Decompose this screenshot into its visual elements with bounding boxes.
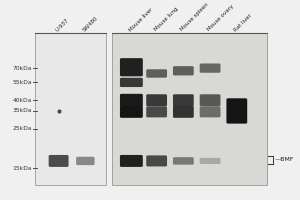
FancyBboxPatch shape (200, 106, 220, 117)
Text: Rat liver: Rat liver (233, 13, 253, 32)
FancyBboxPatch shape (120, 78, 143, 87)
FancyBboxPatch shape (200, 63, 220, 73)
FancyBboxPatch shape (146, 94, 167, 106)
FancyBboxPatch shape (146, 155, 167, 166)
FancyBboxPatch shape (173, 94, 194, 106)
FancyBboxPatch shape (76, 157, 94, 165)
Text: 15kDa: 15kDa (12, 166, 32, 171)
Text: Mouse ovary: Mouse ovary (207, 4, 235, 32)
Text: SW480: SW480 (82, 15, 99, 32)
FancyBboxPatch shape (226, 98, 247, 124)
Text: Mouse liver: Mouse liver (128, 7, 154, 32)
Text: 25kDa: 25kDa (12, 126, 32, 131)
FancyBboxPatch shape (173, 106, 194, 118)
FancyBboxPatch shape (49, 155, 69, 167)
FancyBboxPatch shape (200, 94, 220, 106)
FancyBboxPatch shape (173, 157, 194, 165)
FancyBboxPatch shape (146, 106, 167, 117)
FancyBboxPatch shape (146, 69, 167, 78)
Bar (35, 33, 106, 185)
Text: 70kDa: 70kDa (13, 66, 32, 71)
FancyBboxPatch shape (200, 158, 220, 164)
Bar (112, 33, 266, 185)
FancyBboxPatch shape (173, 66, 194, 75)
FancyBboxPatch shape (120, 58, 143, 76)
Text: Mouse spleen: Mouse spleen (180, 2, 210, 32)
Text: 35kDa: 35kDa (13, 108, 32, 113)
Text: 40kDa: 40kDa (13, 98, 32, 103)
Text: U-937: U-937 (55, 17, 70, 32)
Text: 55kDa: 55kDa (12, 80, 32, 85)
Text: —BMF: —BMF (275, 157, 294, 162)
FancyBboxPatch shape (120, 94, 143, 107)
FancyBboxPatch shape (120, 106, 143, 118)
Text: Mouse lung: Mouse lung (153, 7, 179, 32)
FancyBboxPatch shape (120, 155, 143, 167)
